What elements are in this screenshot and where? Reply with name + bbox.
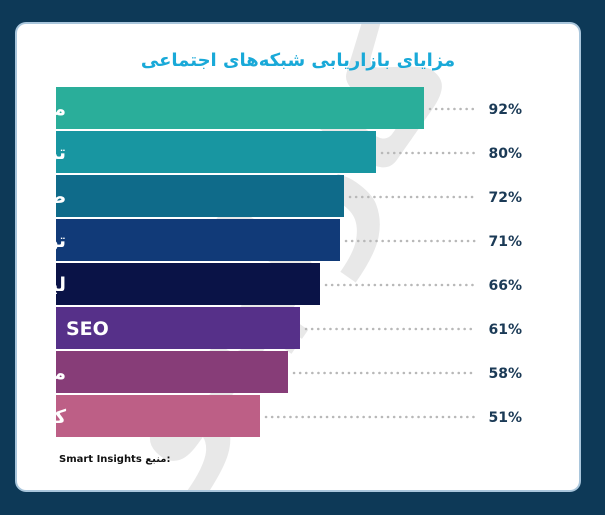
value-label: 66% bbox=[488, 278, 522, 294]
bar bbox=[56, 131, 376, 173]
bar-chart: مواجهه 92% ترافیک وب سایت 80% طرفداران وفادا… bbox=[17, 87, 522, 437]
bar-group: لیدها 66% bbox=[20, 263, 522, 305]
value-label: 58% bbox=[488, 366, 522, 382]
value-label: 51% bbox=[488, 410, 522, 426]
bar-group: مشارکت 58% bbox=[17, 351, 522, 393]
bar bbox=[56, 395, 260, 437]
bar bbox=[56, 263, 320, 305]
source-label: منبع: bbox=[145, 454, 171, 465]
bar-group: توجه مخاطبان 71% bbox=[17, 219, 522, 261]
bar bbox=[56, 219, 340, 261]
bar-group: مواجهه 92% bbox=[17, 87, 522, 129]
category-label: مواجهه bbox=[17, 98, 66, 120]
category-label: لیدها bbox=[20, 274, 66, 296]
chart-title: مزایای بازاریابی شبکه‌های اجتماعی bbox=[140, 50, 456, 71]
value-label: 72% bbox=[488, 190, 522, 206]
bar-group: ترافیک وب سایت 80% bbox=[17, 131, 522, 173]
category-label: طرفداران وفادار bbox=[17, 186, 66, 208]
source-note: Smart Insights منبع: bbox=[59, 454, 170, 465]
bar bbox=[56, 351, 288, 393]
bar bbox=[56, 87, 424, 129]
value-label: 61% bbox=[488, 322, 522, 338]
bar bbox=[56, 175, 344, 217]
source-name: Smart Insights bbox=[59, 454, 142, 465]
category-label: کاهش هزینه‌ها bbox=[17, 406, 67, 428]
category-label: توجه مخاطبان bbox=[17, 230, 66, 252]
bar-group: SEO 61% bbox=[56, 307, 522, 349]
value-label: 71% bbox=[488, 234, 522, 250]
category-label: SEO bbox=[66, 318, 109, 340]
bar bbox=[56, 307, 300, 349]
bar-group: طرفداران وفادار 72% bbox=[17, 175, 522, 217]
category-label: ترافیک وب سایت bbox=[17, 142, 66, 164]
value-label: 80% bbox=[488, 146, 522, 162]
bar-group: کاهش هزینه‌ها 51% bbox=[17, 395, 522, 437]
category-label: مشارکت bbox=[17, 362, 66, 384]
value-label: 92% bbox=[488, 102, 522, 118]
chart-card: کارلینو مزایای بازاریابی شبکه‌های اجتماع… bbox=[17, 24, 579, 490]
